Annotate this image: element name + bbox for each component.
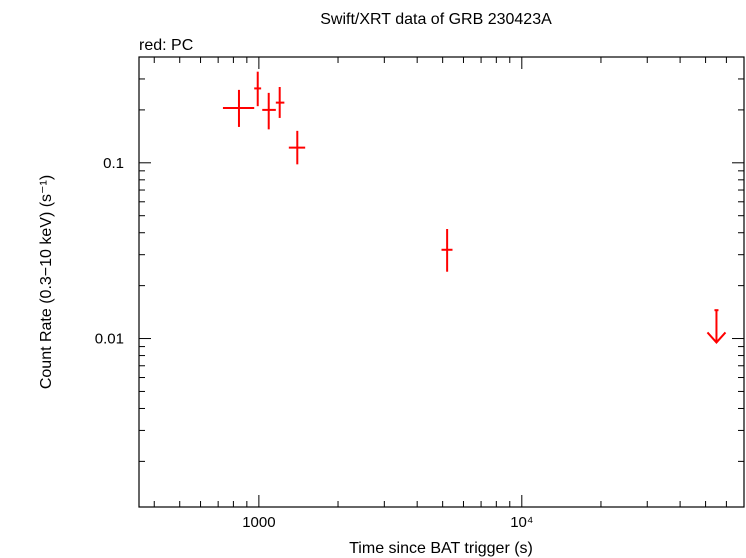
x-axis-label: Time since BAT trigger (s) — [349, 540, 533, 557]
axis-ticks — [139, 56, 745, 507]
x-tick-label: 10⁴ — [510, 514, 533, 531]
data-point — [441, 229, 453, 272]
data-points — [222, 71, 727, 344]
axis-tick-labels: 1000 10⁴ 0.1 0.01 — [95, 155, 534, 531]
data-point — [288, 130, 306, 165]
data-point — [254, 71, 262, 107]
y-axis-label: Count Rate (0.3−10 keV) (s⁻¹) — [38, 175, 55, 389]
upper-limit-head — [706, 331, 727, 344]
chart-title: Swift/XRT data of GRB 230423A — [320, 11, 552, 28]
data-point — [275, 86, 285, 118]
y-tick-label: 0.1 — [103, 155, 124, 172]
upper-limit-arrow — [706, 309, 727, 344]
data-point — [262, 92, 276, 130]
plot-frame — [138, 56, 745, 508]
y-tick-label: 0.01 — [95, 331, 124, 348]
legend-text: red: PC — [139, 37, 193, 54]
x-tick-label: 1000 — [242, 514, 275, 531]
data-point — [222, 89, 255, 127]
